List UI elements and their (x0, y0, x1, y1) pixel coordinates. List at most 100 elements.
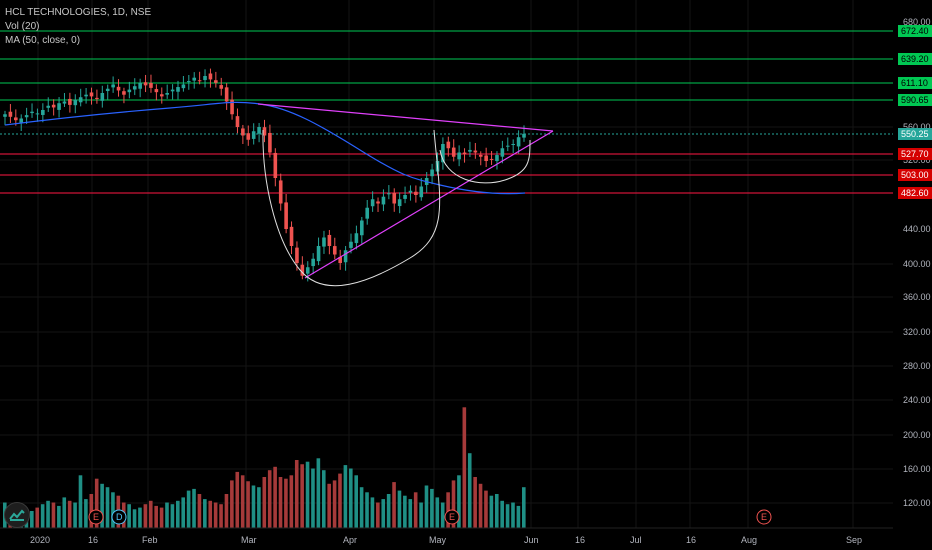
time-tick-label: 16 (575, 535, 585, 545)
svg-text:590.65: 590.65 (901, 95, 929, 105)
volume-bar (451, 480, 456, 528)
candle (159, 87, 164, 104)
candle (84, 87, 88, 104)
time-tick-label: May (429, 535, 447, 545)
dividend-marker[interactable]: D (111, 509, 127, 525)
candle (430, 163, 434, 185)
price-tick-label: 560.00 (903, 122, 931, 132)
handle-pattern[interactable] (439, 139, 531, 184)
volume-bar (327, 483, 331, 528)
candle (354, 225, 359, 250)
volume-bar (246, 481, 250, 528)
price-level-tag[interactable]: 503.00 (898, 169, 932, 181)
candle (154, 84, 159, 101)
candle (322, 230, 326, 254)
time-tick-label: 16 (88, 535, 98, 545)
volume-bar (430, 488, 434, 528)
volume-bar (57, 505, 61, 528)
price-level-tag[interactable]: 672.40 (898, 25, 932, 37)
candle (397, 192, 402, 214)
candle (343, 245, 348, 271)
volume-bar (316, 458, 321, 528)
candle (457, 145, 461, 167)
price-tick-label: 200.00 (903, 430, 931, 440)
candle (192, 72, 197, 89)
candle (57, 97, 61, 118)
earnings-marker[interactable]: E (88, 509, 104, 525)
candle (51, 99, 56, 116)
candle (505, 137, 510, 152)
price-level-tag[interactable]: 639.20 (898, 53, 932, 65)
price-level-tag[interactable]: 611.10 (898, 77, 932, 89)
time-tick-label: Aug (741, 535, 757, 545)
candle (235, 108, 240, 134)
volume-bar (522, 487, 526, 528)
horizontal-levels (0, 30, 893, 194)
volume-bar (343, 465, 348, 528)
volume-bar (473, 477, 477, 528)
candle (489, 150, 494, 165)
price-level-tag[interactable]: 550.25 (898, 128, 932, 140)
ma-line[interactable] (4, 101, 526, 195)
volume-bar (132, 509, 137, 528)
time-axis[interactable]: 2020 16 Feb Mar Apr May Jun 16 Jul 16 Aug Sep (0, 527, 893, 545)
price-axis[interactable]: 680.00560.00520.00440.00400.00360.00320.… (893, 0, 932, 528)
candle (100, 85, 105, 108)
candle (408, 185, 413, 201)
volume-indicator-label[interactable]: Vol (20) (5, 21, 40, 32)
volume-bar (73, 502, 77, 528)
price-level-tag[interactable]: 482.60 (898, 187, 932, 199)
volume-bar (30, 511, 34, 528)
earnings-marker[interactable]: E (444, 509, 460, 525)
ma-indicator-label[interactable]: MA (50, close, 0) (5, 35, 81, 46)
candle (138, 78, 142, 98)
support-trendline[interactable] (304, 130, 554, 279)
volume-bar (381, 499, 386, 528)
volume-bar (62, 497, 67, 528)
price-tick-label: 280.00 (903, 361, 931, 371)
legend: HCL TECHNOLOGIES, 1D, NSE Vol (20) MA (5… (5, 6, 151, 48)
svg-text:550.25: 550.25 (901, 129, 929, 139)
volume-bar (294, 460, 299, 528)
svg-text:482.60: 482.60 (901, 188, 929, 198)
volume-bar (300, 464, 304, 528)
volume-bar (165, 502, 169, 528)
candle (284, 193, 288, 234)
volume-bar (159, 507, 164, 528)
svg-text:639.20: 639.20 (901, 54, 929, 64)
resistance-trendline[interactable] (257, 103, 554, 132)
volume-bar (338, 473, 342, 528)
price-level-tag[interactable]: 527.70 (898, 148, 932, 160)
cup-pattern[interactable] (262, 129, 441, 287)
volume-bar (505, 504, 510, 528)
price-tick-label: 320.00 (903, 327, 931, 337)
candle (219, 77, 224, 96)
symbol-title[interactable]: HCL TECHNOLOGIES, 1D, NSE (5, 7, 152, 18)
volume-bar (321, 470, 326, 528)
volume-bar (349, 468, 353, 528)
volume-bar (84, 499, 88, 528)
candle (376, 197, 380, 212)
volume-bar (51, 502, 56, 528)
candle (289, 221, 294, 255)
candle (495, 151, 499, 170)
candle (387, 185, 391, 200)
candle (511, 139, 515, 154)
tradingview-logo-icon[interactable] (4, 502, 30, 528)
volume-bar (413, 492, 418, 528)
volume-bar (181, 497, 186, 528)
svg-text:E: E (761, 512, 767, 522)
price-tick-label: 680.00 (903, 17, 931, 27)
earnings-marker[interactable]: E (756, 509, 772, 525)
svg-text:527.70: 527.70 (901, 149, 929, 159)
candle (381, 189, 386, 212)
price-level-tag[interactable]: 590.65 (898, 94, 932, 106)
candle (273, 148, 278, 187)
candle (30, 103, 34, 118)
candle (224, 83, 229, 110)
candle (446, 136, 451, 157)
volume-bar (354, 475, 359, 528)
drawing-overlays (4, 101, 554, 287)
time-tick-label: Jun (524, 535, 539, 545)
